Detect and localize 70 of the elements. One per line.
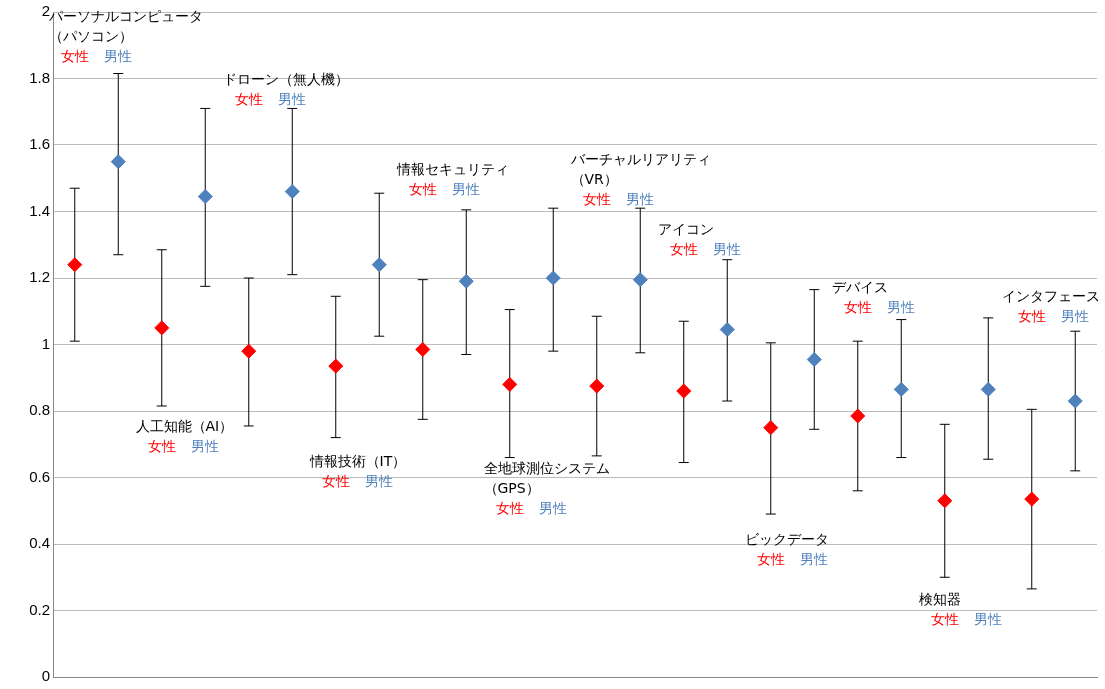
annotation: インタフェース bbox=[1002, 287, 1100, 304]
text: 女性 bbox=[930, 610, 959, 627]
point bbox=[110, 154, 126, 170]
annotation: 検知器 bbox=[918, 590, 961, 607]
annotation: 全地球測位システム（GPS） bbox=[483, 459, 610, 496]
point bbox=[502, 376, 518, 392]
text: 男性 bbox=[278, 90, 307, 107]
text: 男性 bbox=[452, 180, 481, 197]
text: 男性 bbox=[800, 550, 829, 567]
point bbox=[980, 381, 996, 397]
text: 女性 bbox=[756, 550, 785, 567]
annotation: バーチャルリアリティ（VR） bbox=[569, 150, 711, 187]
point bbox=[415, 341, 431, 357]
text: 男性 bbox=[887, 298, 916, 315]
y-tick-label: 0.8 bbox=[29, 401, 50, 419]
text: 女性 bbox=[582, 190, 611, 207]
y-tick-label: 1.2 bbox=[29, 268, 50, 286]
point bbox=[719, 322, 735, 338]
text: 男性 bbox=[365, 472, 394, 489]
point bbox=[937, 493, 953, 509]
text: 女性 bbox=[234, 90, 263, 107]
text: 女性 bbox=[495, 499, 524, 516]
point bbox=[154, 320, 170, 336]
y-tick-label: 0.2 bbox=[29, 600, 50, 618]
annotation: 人工知能（AI） bbox=[135, 417, 234, 434]
text: 男性 bbox=[191, 437, 220, 454]
point bbox=[67, 257, 83, 273]
annotation: アイコン bbox=[657, 220, 714, 237]
annotation: 情報セキュリティ bbox=[395, 160, 509, 177]
point bbox=[1024, 491, 1040, 507]
text: 男性 bbox=[974, 610, 1003, 627]
y-tick-label: 1 bbox=[41, 334, 50, 352]
point bbox=[241, 343, 257, 359]
y-tick-label: 1.4 bbox=[29, 201, 50, 219]
annotation: デバイス bbox=[831, 278, 888, 295]
text: 男性 bbox=[1061, 307, 1090, 324]
text: 男性 bbox=[713, 240, 742, 257]
y-tick-label: 1.6 bbox=[29, 135, 50, 153]
point bbox=[893, 381, 909, 397]
point bbox=[763, 420, 779, 436]
text: 女性 bbox=[669, 240, 698, 257]
text: 男性 bbox=[104, 47, 133, 64]
annotation: 情報技術（IT） bbox=[308, 452, 407, 469]
point bbox=[850, 408, 866, 424]
point bbox=[197, 189, 213, 205]
text: 男性 bbox=[539, 499, 568, 516]
y-tick-label: 2 bbox=[41, 2, 50, 20]
point bbox=[284, 184, 300, 200]
y-tick-label: 0 bbox=[41, 667, 50, 685]
annotation: ビックデータ bbox=[744, 530, 829, 547]
text: 女性 bbox=[60, 47, 89, 64]
point bbox=[458, 273, 474, 289]
annotation: ドローン（無人機） bbox=[222, 70, 349, 87]
point bbox=[676, 383, 692, 399]
point bbox=[328, 358, 344, 374]
text: 女性 bbox=[1017, 307, 1046, 324]
y-tick-label: 0.6 bbox=[29, 467, 50, 485]
text: 女性 bbox=[408, 180, 437, 197]
point bbox=[371, 257, 387, 273]
point bbox=[632, 272, 648, 288]
text: 女性 bbox=[321, 472, 350, 489]
point bbox=[589, 378, 605, 394]
text: 女性 bbox=[843, 298, 872, 315]
y-tick-label: 1.8 bbox=[29, 68, 50, 86]
text: 男性 bbox=[626, 190, 655, 207]
point bbox=[1067, 393, 1083, 409]
point bbox=[806, 351, 822, 367]
point bbox=[545, 270, 561, 286]
text: 女性 bbox=[147, 437, 176, 454]
y-tick-label: 0.4 bbox=[29, 534, 50, 552]
